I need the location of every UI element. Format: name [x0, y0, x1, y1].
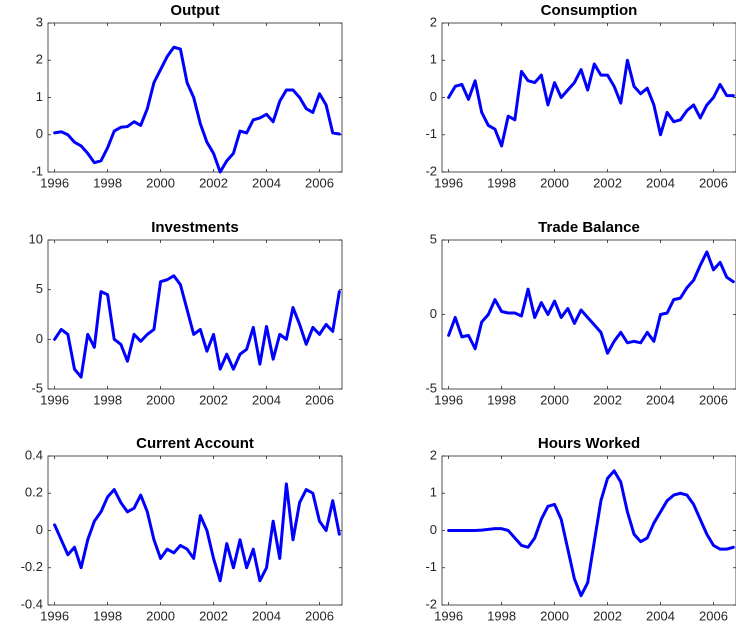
data-line [447, 58, 735, 148]
y-tick-label: 2 [430, 14, 437, 29]
plot-area [441, 239, 736, 390]
subplot: Consumption -2 -1 0 1 2 1996 1998 2000 2002 2004 20… [425, 2, 736, 190]
y-tick-label: 3 [36, 14, 43, 29]
x-tick-label: 2000 [146, 175, 175, 190]
y-tick-label: 0 [430, 89, 437, 104]
x-tick-label: 2002 [593, 608, 622, 623]
chart-title: Trade Balance [538, 219, 640, 236]
x-tick-label: 1998 [93, 392, 122, 407]
x-tick-label: 1996 [434, 175, 463, 190]
x-tick-label: 2004 [252, 392, 281, 407]
subplot: Output -1 0 1 2 3 1996 1998 2000 2002 2004 2006 [31, 2, 343, 190]
chart-title: Hours Worked [538, 435, 640, 452]
x-tick-label: 2006 [699, 608, 728, 623]
y-tick-label: 5 [36, 281, 43, 296]
subplot: Trade Balance -5 0 5 1996 1998 2000 2002 2004 200… [425, 219, 736, 407]
x-tick-label: 1998 [93, 175, 122, 190]
y-tick-label: 0 [430, 522, 437, 537]
y-tick-label: 10 [29, 231, 43, 246]
y-tick-label: 2 [430, 447, 437, 462]
x-tick-label: 2004 [252, 175, 281, 190]
x-tick-label: 2006 [699, 392, 728, 407]
x-tick-label: 1996 [40, 608, 69, 623]
x-tick-label: 2002 [593, 392, 622, 407]
y-tick-label: 5 [430, 231, 437, 246]
y-tick-label: -1 [425, 559, 437, 574]
y-tick-label: 1 [430, 52, 437, 67]
x-tick-label: 2004 [646, 392, 675, 407]
y-tick-label: 0 [36, 331, 43, 346]
x-tick-label: 2006 [305, 175, 334, 190]
subplot: Hours Worked -2 -1 0 1 2 1996 1998 2000 2002 2004 2… [425, 435, 736, 623]
x-tick-label: 2004 [646, 175, 675, 190]
data-line [447, 250, 735, 355]
x-tick-label: 2000 [540, 175, 569, 190]
x-tick-label: 1998 [93, 608, 122, 623]
x-tick-label: 1996 [40, 392, 69, 407]
chart-title: Current Account [136, 435, 254, 452]
x-tick-label: 1996 [40, 175, 69, 190]
data-line [53, 274, 341, 379]
x-tick-label: 2000 [146, 392, 175, 407]
x-tick-label: 1998 [487, 175, 516, 190]
y-tick-label: 0.4 [25, 447, 43, 462]
x-tick-label: 2002 [593, 175, 622, 190]
x-tick-label: 1996 [434, 608, 463, 623]
y-tick-label: -2 [425, 163, 437, 178]
data-line [53, 45, 341, 174]
x-tick-label: 2002 [199, 175, 228, 190]
x-tick-label: 2006 [305, 608, 334, 623]
x-tick-label: 2000 [540, 392, 569, 407]
y-tick-label: -5 [31, 380, 43, 395]
y-tick-label: -0.2 [21, 559, 43, 574]
y-tick-label: 1 [430, 485, 437, 500]
subplot: Investments -5 0 5 10 1996 1998 2000 2002 2004 200… [29, 219, 343, 407]
x-tick-label: 1996 [434, 392, 463, 407]
y-tick-label: 2 [36, 52, 43, 67]
plot-area [441, 22, 736, 173]
data-line [447, 469, 735, 598]
x-tick-label: 2006 [699, 175, 728, 190]
x-tick-label: 2004 [646, 608, 675, 623]
y-tick-label: 0 [36, 126, 43, 141]
x-tick-label: 2002 [199, 608, 228, 623]
chart-title: Output [170, 2, 219, 19]
x-tick-label: 2002 [199, 392, 228, 407]
plot-area [47, 239, 343, 390]
y-tick-label: -5 [425, 380, 437, 395]
data-line [53, 482, 341, 583]
x-tick-label: 2000 [540, 608, 569, 623]
y-tick-label: 0 [430, 306, 437, 321]
chart-title: Consumption [541, 2, 638, 19]
x-tick-label: 1998 [487, 608, 516, 623]
x-tick-label: 2006 [305, 392, 334, 407]
chart-title: Investments [151, 219, 239, 236]
y-tick-label: -2 [425, 596, 437, 611]
subplot: Current Account -0.4 -0.2 0 0.2 0.4 1996 1998 20… [21, 435, 343, 623]
y-tick-label: 0 [36, 522, 43, 537]
y-tick-label: 1 [36, 89, 43, 104]
x-tick-label: 1998 [487, 392, 516, 407]
y-tick-label: -0.4 [21, 596, 43, 611]
x-tick-label: 2000 [146, 608, 175, 623]
y-tick-label: -1 [31, 163, 43, 178]
x-tick-label: 2004 [252, 608, 281, 623]
y-tick-label: -1 [425, 126, 437, 141]
y-tick-label: 0.2 [25, 485, 43, 500]
